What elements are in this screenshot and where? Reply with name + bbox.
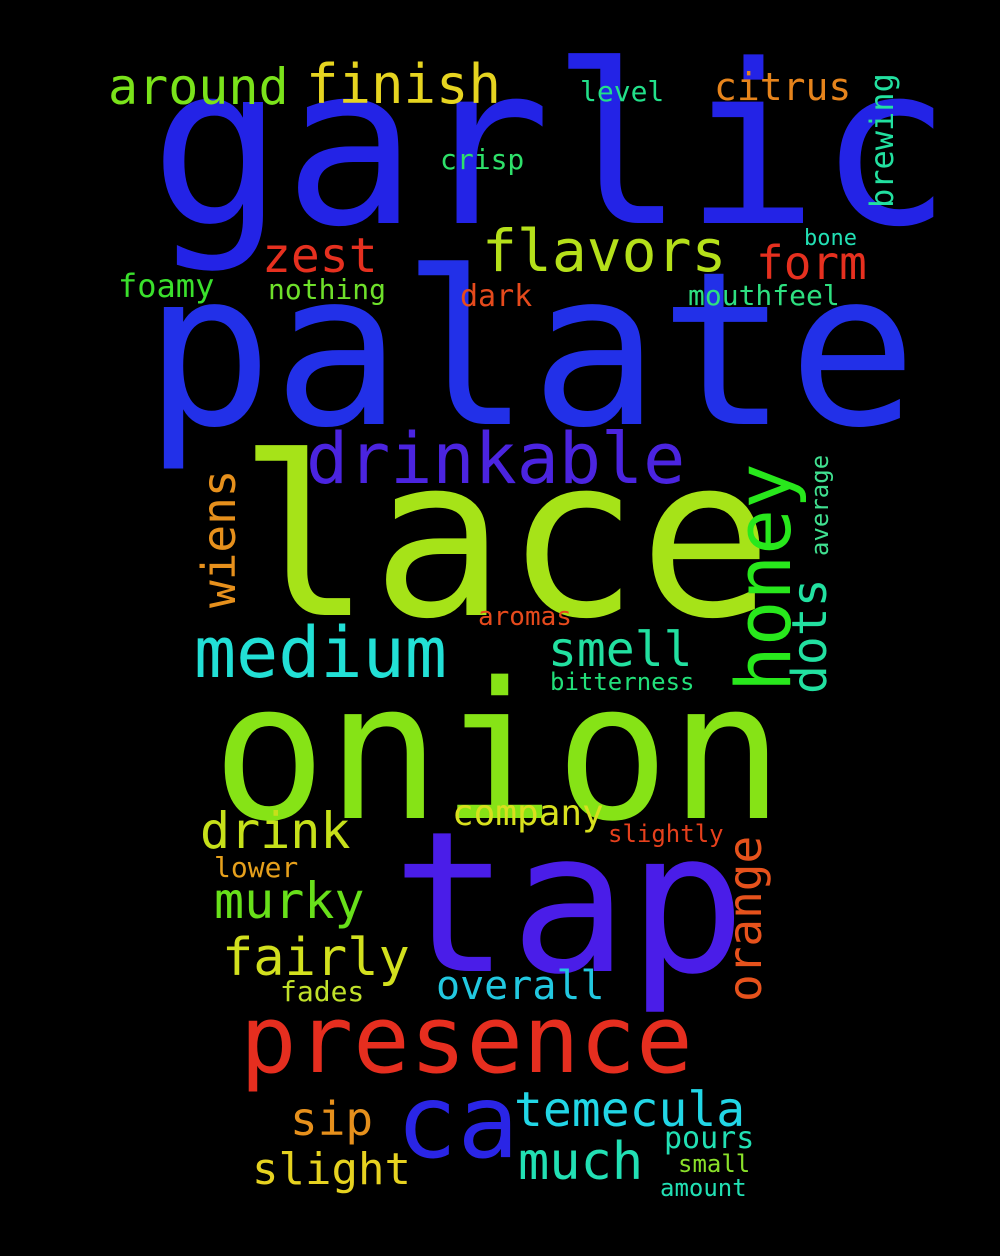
- word-mouthfeel: mouthfeel: [688, 279, 840, 312]
- word-company: company: [452, 793, 604, 834]
- word-smell: smell: [548, 622, 693, 678]
- word-sip: sip: [290, 1092, 374, 1146]
- word-dark: dark: [460, 279, 533, 314]
- word-murky: murky: [214, 872, 365, 930]
- word-slightly: slightly: [608, 820, 724, 848]
- word-presence: presence: [240, 986, 693, 1095]
- word-garlic: garlic: [150, 18, 952, 276]
- word-tap: tap: [392, 790, 747, 1018]
- word-slight: slight: [252, 1144, 411, 1195]
- word-crisp: crisp: [440, 143, 525, 176]
- word-drinkable: drinkable: [306, 418, 686, 500]
- word-dots: dots: [782, 578, 838, 694]
- word-fades: fades: [280, 975, 365, 1008]
- word-form: form: [756, 236, 867, 290]
- word-wiens: wiens: [192, 469, 246, 608]
- word-lace: lace: [238, 410, 773, 668]
- word-overall: overall: [436, 963, 605, 1009]
- word-nothing: nothing: [268, 273, 387, 306]
- word-much: much: [518, 1132, 644, 1192]
- word-amount: amount: [660, 1174, 747, 1202]
- word-bone: bone: [804, 226, 857, 251]
- word-around: around: [108, 58, 289, 116]
- word-foamy: foamy: [118, 267, 215, 305]
- word-palate: palate: [144, 226, 918, 475]
- word-flavors: flavors: [482, 217, 727, 285]
- word-brewing: brewing: [863, 73, 901, 208]
- word-pours: pours: [664, 1121, 755, 1156]
- word-aromas: aromas: [478, 602, 572, 632]
- word-ca: ca: [396, 1063, 519, 1182]
- word-orange: orange: [718, 835, 772, 1002]
- word-citrus: citrus: [714, 65, 852, 109]
- word-temecula: temecula: [514, 1082, 746, 1138]
- word-medium: medium: [194, 612, 447, 694]
- word-level: level: [580, 75, 665, 108]
- word-lower: lower: [214, 851, 299, 884]
- word-fairly: fairly: [222, 928, 410, 988]
- word-onion: onion: [212, 642, 784, 863]
- word-zest: zest: [262, 228, 378, 284]
- word-finish: finish: [306, 53, 502, 116]
- word-bitterness: bitterness: [550, 668, 695, 696]
- word-average: average: [806, 454, 834, 556]
- word-small: small: [678, 1150, 751, 1178]
- word-drink: drink: [200, 802, 351, 860]
